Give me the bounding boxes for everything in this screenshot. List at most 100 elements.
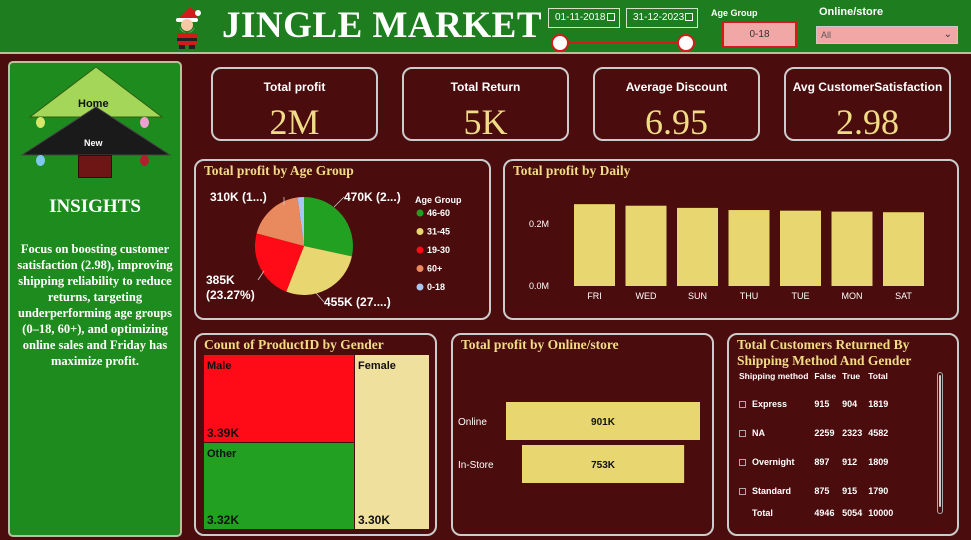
legend-swatch bbox=[416, 265, 424, 272]
table-cell: 2323 bbox=[842, 428, 863, 438]
expand-icon[interactable] bbox=[739, 459, 746, 467]
treemap-cell-male[interactable]: Male 3.39K bbox=[204, 355, 354, 442]
bar-MON[interactable] bbox=[831, 211, 873, 286]
calendar-icon[interactable] bbox=[607, 13, 615, 21]
cell-text: Standard bbox=[752, 486, 792, 496]
app-title: JINGLE MARKET bbox=[222, 5, 543, 46]
pie-slice-31-45[interactable] bbox=[286, 246, 352, 295]
table-cell: 5054 bbox=[842, 508, 863, 518]
expand-icon[interactable] bbox=[739, 430, 746, 438]
nav-new-button[interactable]: New bbox=[20, 116, 170, 154]
kpi-total-return: Total Return 5K bbox=[402, 67, 569, 142]
kpi-total-profit: Total profit 2M bbox=[211, 67, 378, 142]
bar-TUE[interactable] bbox=[780, 210, 821, 286]
date-start-value: 01-11-2018 bbox=[555, 12, 606, 23]
online-store-dropdown[interactable]: All ⌄ bbox=[816, 26, 958, 44]
expand-icon[interactable] bbox=[739, 488, 746, 496]
table-cell: 897 bbox=[814, 457, 830, 467]
pie-data-label: 385K (23.27%) bbox=[206, 273, 255, 302]
shipping-method-cell: Standard bbox=[736, 476, 811, 506]
ornament-icon bbox=[36, 117, 45, 128]
legend-item[interactable]: 0-18 bbox=[427, 282, 445, 292]
legend-item[interactable]: 31-45 bbox=[427, 227, 450, 237]
treemap-cell-name: Other bbox=[207, 448, 237, 460]
table-row: Overnight 897 912 1809 bbox=[736, 448, 896, 476]
bar-WED[interactable] bbox=[625, 205, 667, 286]
column-header[interactable]: Shipping method bbox=[739, 371, 809, 381]
online-store-bar-chart[interactable]: Online 901K In-Store 753K bbox=[451, 333, 714, 536]
treemap-cell-value: 3.39K bbox=[207, 426, 240, 440]
table-total-row: Total 4946 5054 10000 bbox=[736, 506, 896, 520]
shipping-method-cell: NA bbox=[736, 418, 811, 448]
table-row: NA 2259 2323 4582 bbox=[736, 418, 896, 448]
kpi-avg-customer-satisfaction: Avg CustomerSatisfaction 2.98 bbox=[784, 67, 951, 142]
x-tick-label: MON bbox=[842, 291, 863, 301]
y-category-label: In-Store bbox=[458, 460, 494, 471]
daily-bar-chart[interactable]: 0.0M 0.2M FRI WED SUN THU TUE MON SAT bbox=[503, 159, 959, 320]
insights-title: INSIGHTS bbox=[49, 196, 141, 217]
x-tick-label: WED bbox=[636, 291, 657, 301]
legend-title: Age Group bbox=[415, 195, 462, 205]
x-tick-label: TUE bbox=[792, 291, 810, 301]
legend-swatch bbox=[416, 209, 424, 217]
legend-item[interactable]: 46-60 bbox=[427, 208, 450, 218]
treemap-cell-value: 3.32K bbox=[207, 513, 240, 527]
legend-swatch bbox=[416, 283, 424, 291]
column-header[interactable]: False bbox=[814, 371, 837, 381]
bar-SUN[interactable] bbox=[677, 207, 718, 286]
pie-leader-line bbox=[257, 270, 265, 281]
column-header[interactable]: True bbox=[842, 371, 861, 381]
x-tick-label: SUN bbox=[688, 291, 707, 301]
y-tick-label: 0.0M bbox=[529, 281, 549, 291]
bar-data-label: 901K bbox=[591, 417, 616, 428]
bar-SAT[interactable] bbox=[883, 212, 924, 286]
online-store-filter-label: Online/store bbox=[819, 6, 884, 18]
pie-data-label: 470K (2...) bbox=[344, 190, 401, 204]
kpi-value: 5K bbox=[463, 102, 508, 142]
age-group-filter[interactable]: 0-18 bbox=[722, 21, 797, 48]
nav-new-label: New bbox=[84, 138, 103, 148]
pie-slice-46-60[interactable] bbox=[304, 197, 353, 257]
table-cell: Total bbox=[752, 508, 773, 518]
table-cell: 904 bbox=[842, 399, 858, 409]
bar-THU[interactable] bbox=[728, 210, 770, 286]
table-scrollbar[interactable] bbox=[937, 372, 943, 514]
online-store-selected-value: All bbox=[821, 30, 832, 40]
x-tick-label: SAT bbox=[895, 291, 912, 301]
pie-slice-19-30[interactable] bbox=[255, 233, 304, 292]
x-tick-label: THU bbox=[740, 291, 759, 301]
treemap-cell-other[interactable]: Other 3.32K bbox=[204, 443, 354, 529]
kpi-average-discount: Average Discount 6.95 bbox=[593, 67, 760, 142]
date-slider-track[interactable] bbox=[560, 42, 688, 44]
chart-title: Count of ProductID by Gender bbox=[204, 337, 384, 352]
kpi-label: Average Discount bbox=[625, 80, 728, 94]
table-cell: 912 bbox=[842, 457, 858, 467]
bar-FRI[interactable] bbox=[574, 204, 615, 286]
chevron-down-icon: ⌄ bbox=[943, 29, 952, 40]
legend-item[interactable]: 19-30 bbox=[427, 245, 450, 255]
tree-trunk bbox=[78, 155, 112, 178]
pie-slice-0-18[interactable] bbox=[297, 197, 304, 246]
kpi-value: 2.98 bbox=[836, 102, 899, 142]
treemap-cell-female[interactable]: Female 3.30K bbox=[355, 355, 429, 529]
expand-icon[interactable] bbox=[739, 401, 746, 409]
chart-title: Total profit by Age Group bbox=[204, 163, 354, 178]
date-start-input[interactable]: 01-11-2018 bbox=[548, 8, 620, 28]
kpi-label: Avg CustomerSatisfaction bbox=[792, 80, 943, 94]
scrollbar-thumb[interactable] bbox=[939, 375, 941, 507]
kpi-label: Total profit bbox=[263, 80, 326, 94]
date-slider-start-handle[interactable] bbox=[551, 34, 569, 52]
bar-data-label: 753K bbox=[591, 460, 616, 471]
calendar-icon[interactable] bbox=[685, 13, 693, 21]
table-cell: 1809 bbox=[868, 457, 889, 467]
cell-text: NA bbox=[752, 428, 765, 438]
bar-Online[interactable] bbox=[506, 402, 700, 440]
nav-home-button[interactable]: Home bbox=[26, 89, 164, 119]
column-header[interactable]: Total bbox=[868, 371, 888, 381]
date-slider-end-handle[interactable] bbox=[677, 34, 695, 52]
date-end-input[interactable]: 31-12-2023 bbox=[626, 8, 698, 28]
legend-item[interactable]: 60+ bbox=[427, 264, 442, 274]
pie-chart[interactable]: 470K (2...) 455K (27....) 385K (23.27%) 310K… bbox=[194, 159, 491, 320]
pie-slice-60+[interactable] bbox=[256, 197, 304, 246]
bar-In-Store[interactable] bbox=[522, 445, 685, 483]
